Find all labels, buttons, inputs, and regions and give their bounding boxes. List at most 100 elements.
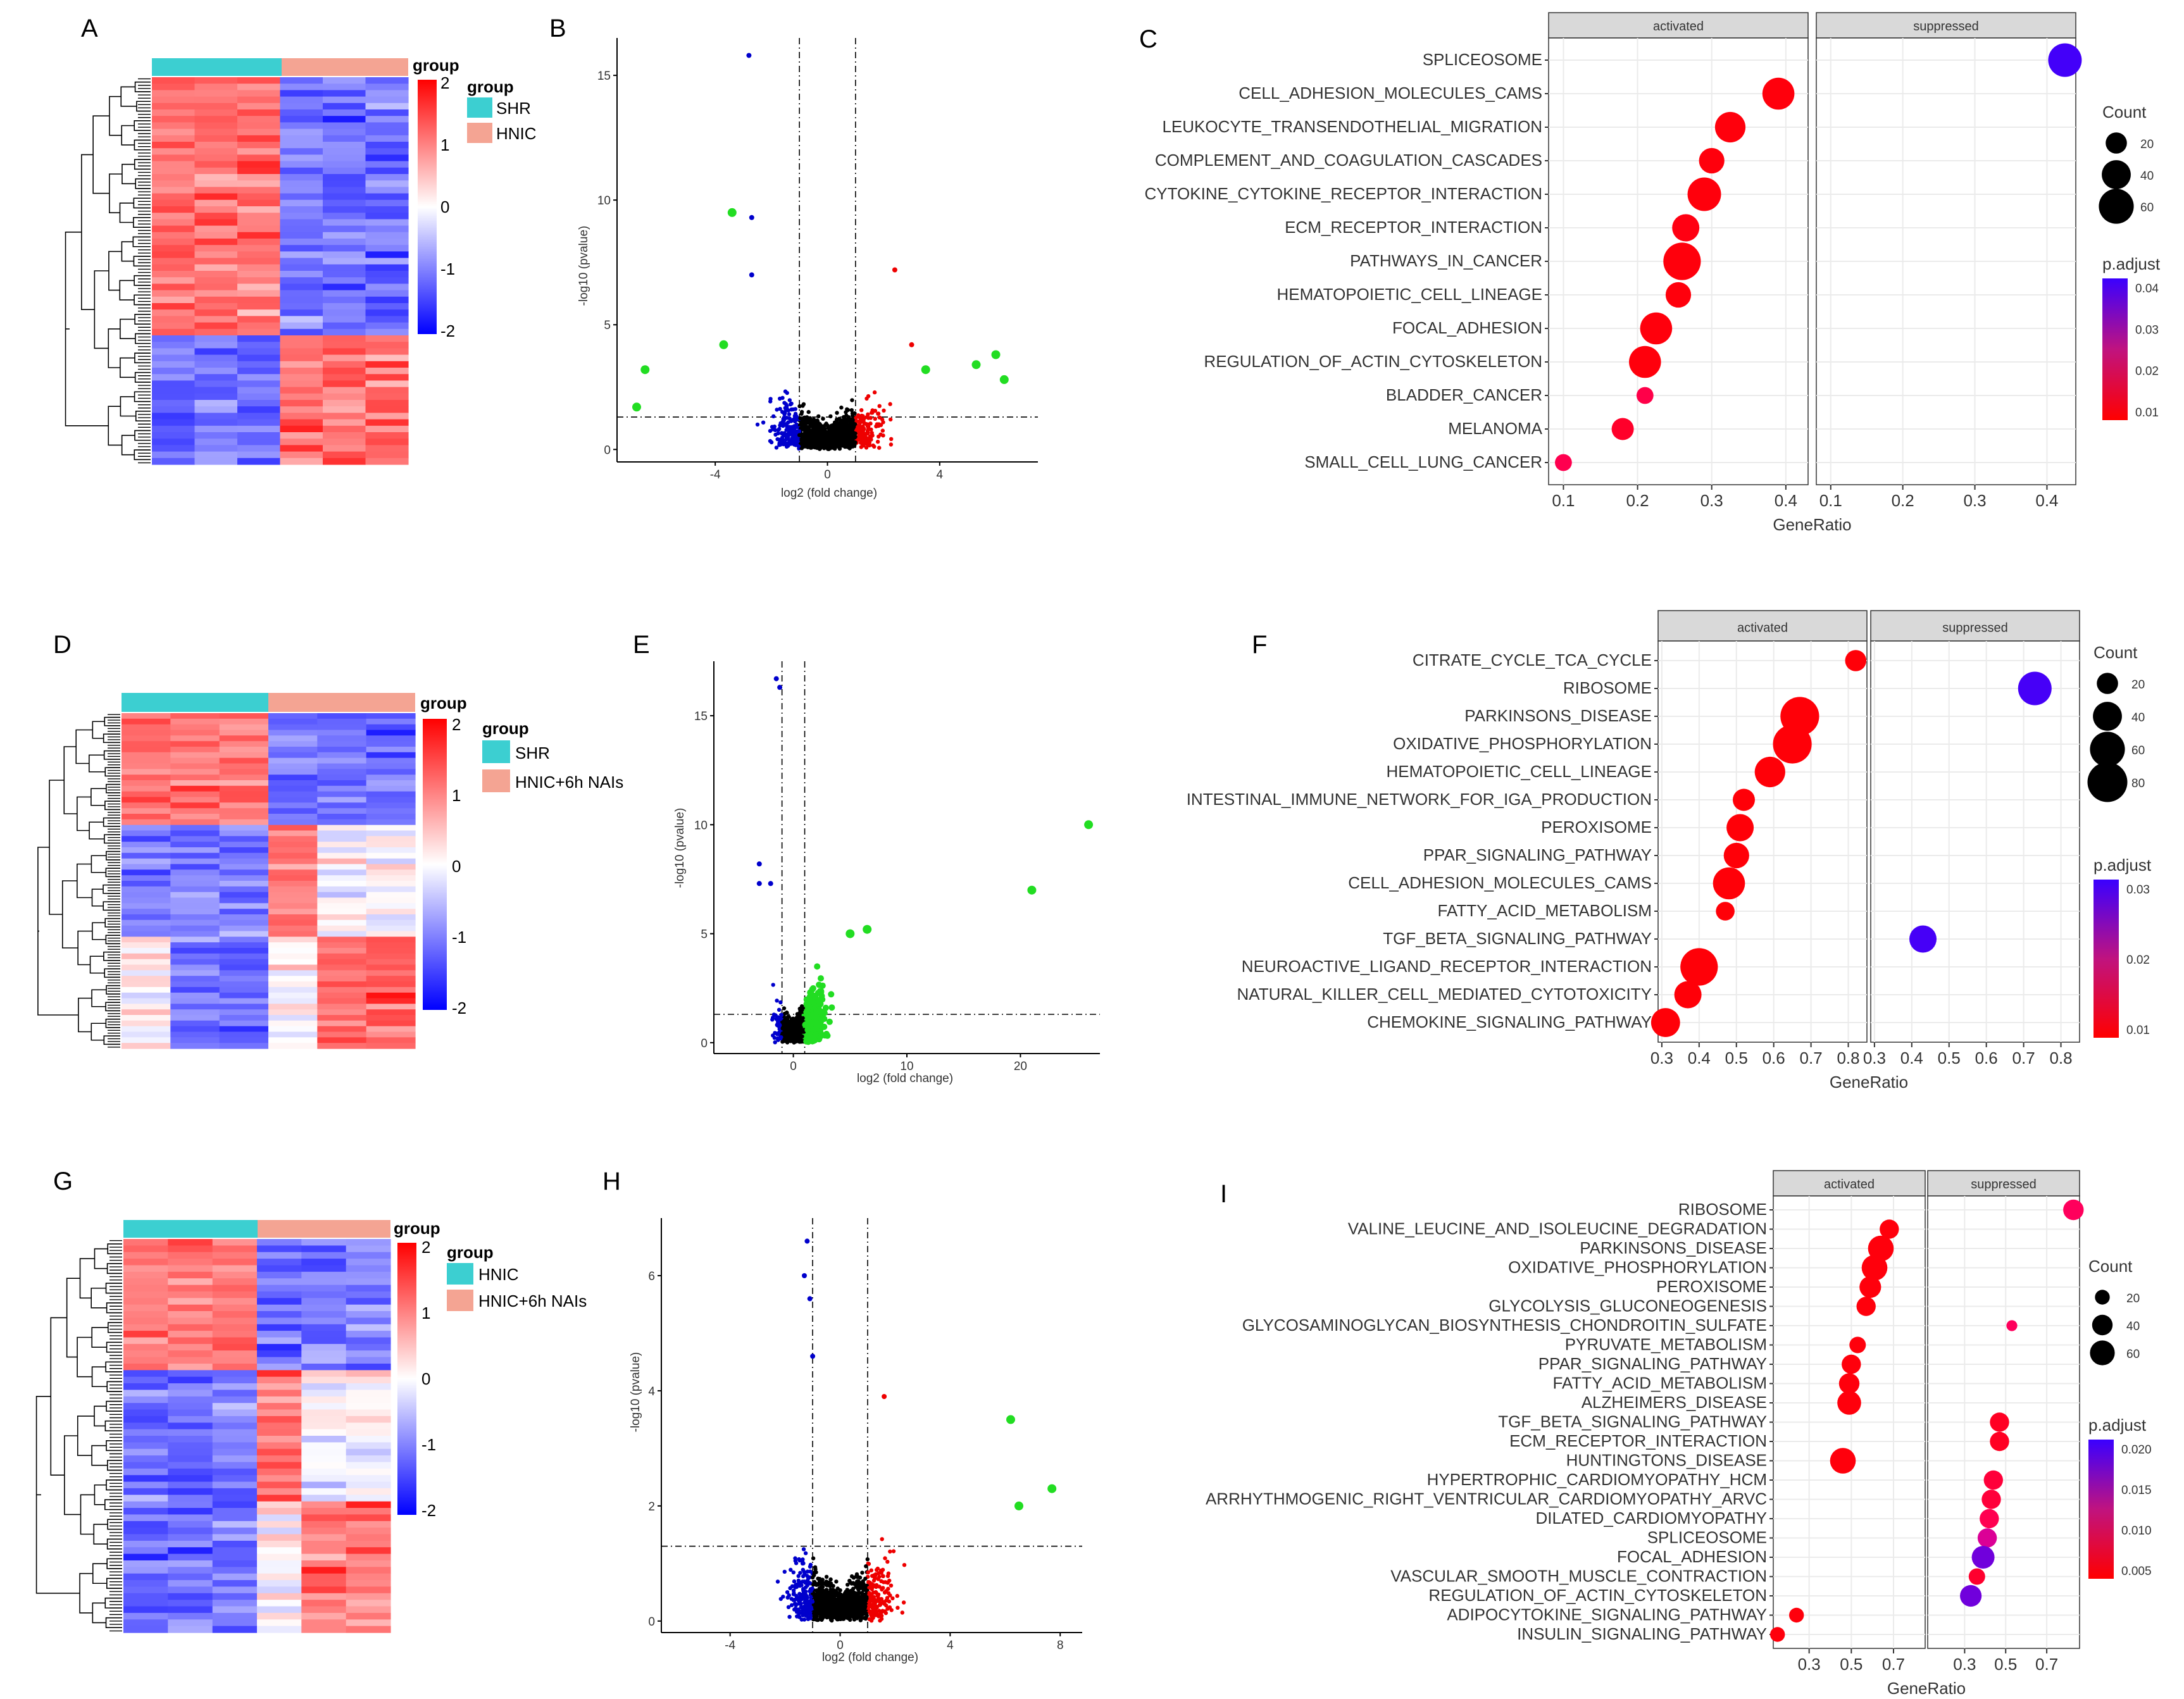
volcano-point [850, 398, 854, 402]
heatmap-cell [213, 1547, 258, 1554]
heatmap-cell [220, 780, 269, 786]
heatmap-cell [268, 769, 318, 775]
heatmap-cell [301, 1442, 346, 1449]
heatmap-cell [366, 735, 416, 741]
volcano-point [859, 408, 863, 412]
heatmap-cell [323, 103, 366, 110]
heatmap-cell [220, 752, 269, 758]
volcano-point [814, 963, 820, 969]
heatmap-cell [366, 887, 416, 892]
heatmap-cell [122, 959, 171, 965]
heatmap-cell [257, 1239, 302, 1246]
dendrogram-branch [134, 256, 151, 266]
heatmap-cell [323, 394, 366, 401]
heatmap-cell [237, 355, 280, 362]
heatmap-cell [220, 747, 269, 752]
volcano-e-xlabel: log2 (fold change) [857, 1072, 953, 1085]
heatmap-cell [366, 226, 409, 233]
heatmap-cell [301, 1541, 346, 1548]
heatmap-cell [366, 903, 416, 909]
heatmap-cell [122, 887, 171, 892]
heatmap-cell [220, 1021, 269, 1026]
heatmap-d-scale-tick: -2 [452, 999, 466, 1018]
heatmap-cell [346, 1528, 391, 1534]
heatmap-cell [280, 232, 323, 239]
volcano-point [799, 1026, 802, 1030]
heatmap-cell [257, 1455, 302, 1462]
heatmap-cell [323, 97, 366, 104]
heatmap-cell [280, 368, 323, 375]
dendrogram-branch [103, 902, 120, 910]
heatmap-cell [280, 445, 323, 452]
heatmap-cell [323, 258, 366, 265]
heatmap-cell [170, 909, 220, 914]
volcano-point [806, 1034, 813, 1040]
heatmap-cell [366, 232, 409, 239]
heatmap-cell [123, 1311, 168, 1318]
heatmap-cell [317, 1009, 366, 1015]
heatmap-cell [237, 458, 280, 465]
dendrogram-branch [108, 1519, 122, 1529]
volcano-point [842, 422, 846, 426]
heatmap-cell [346, 1560, 391, 1567]
heatmap-cell [168, 1252, 213, 1259]
heatmap-cell [195, 355, 238, 362]
volcano-highlight-point [777, 685, 782, 690]
heatmap-cell [195, 129, 238, 136]
heatmap-cell [268, 898, 318, 904]
volcano-highlight-point [757, 861, 762, 866]
heatmap-cell [213, 1317, 258, 1324]
heatmap-cell [346, 1521, 391, 1528]
heatmap-cell [237, 90, 280, 97]
heatmap-d-scale-tick: -1 [452, 928, 466, 947]
heatmap-cell [317, 1043, 366, 1049]
heatmap-cell [237, 264, 280, 271]
heatmap-cell [168, 1574, 213, 1581]
heatmap-cell [122, 859, 171, 864]
heatmap-cell [170, 881, 220, 887]
heatmap-cell [268, 719, 318, 725]
heatmap-cell [220, 836, 269, 842]
heatmap-cell [268, 1043, 318, 1049]
heatmap-cell [280, 290, 323, 297]
dendrogram-branch [104, 718, 120, 726]
dendrogram-branch [135, 430, 151, 440]
volcano-point [788, 398, 792, 402]
heatmap-cell [168, 1475, 213, 1482]
heatmap-cell [323, 335, 366, 342]
heatmap-cell [152, 251, 195, 258]
heatmap-cell [237, 187, 280, 194]
heatmap-cell [280, 258, 323, 265]
heatmap-cell [220, 713, 269, 719]
heatmap-cell [195, 426, 238, 433]
heatmap-a-scale-tick: 2 [440, 73, 449, 92]
heatmap-cell [257, 1272, 302, 1279]
heatmap-cell [323, 406, 366, 413]
volcano-highlight-point [640, 365, 649, 374]
heatmap-a-scale-tick: -1 [440, 259, 455, 278]
heatmap-cell [168, 1593, 213, 1600]
heatmap-cell [123, 1397, 168, 1403]
heatmap-a-legend-swatch-1 [467, 97, 492, 118]
heatmap-cell [317, 819, 366, 825]
heatmap-cell [346, 1502, 391, 1509]
dendrogram-branch [104, 1036, 120, 1044]
heatmap-g-legend-swatch-1 [447, 1263, 473, 1285]
heatmap-cell [122, 881, 171, 887]
heatmap-cell [123, 1580, 168, 1587]
heatmap-cell [213, 1469, 258, 1476]
heatmap-cell [366, 1026, 416, 1032]
volcano-point [790, 442, 794, 445]
heatmap-cell [237, 297, 280, 304]
heatmap-cell [123, 1560, 168, 1567]
volcano-point [792, 1031, 796, 1035]
heatmap-cell [317, 842, 366, 847]
heatmap-d-legend-title: group [482, 719, 529, 738]
volcano-point [810, 435, 814, 439]
heatmap-cell [366, 406, 409, 413]
heatmap-cell [346, 1272, 391, 1279]
heatmap-cell [213, 1560, 258, 1567]
volcano-point [789, 402, 792, 406]
heatmap-cell [168, 1344, 213, 1351]
